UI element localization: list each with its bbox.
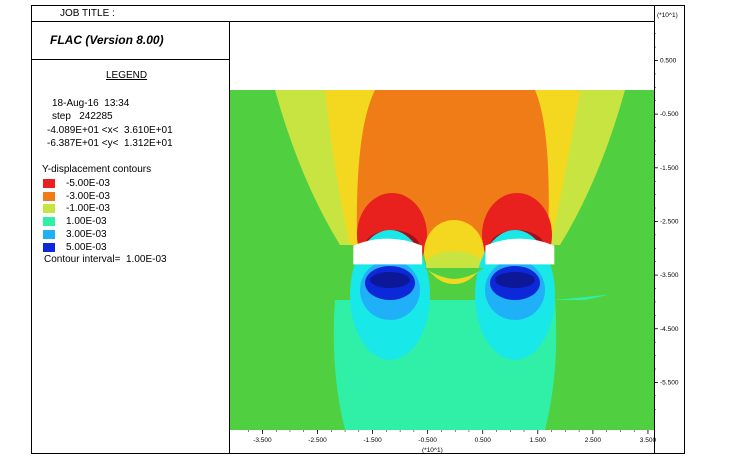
contour-zone-lower-left-green: [230, 268, 345, 430]
legend-label: -1.00E-03: [66, 203, 110, 215]
tunnel-opening-2: [485, 238, 555, 265]
x-tick-label: 1.500: [530, 437, 547, 444]
legend-label: 1.00E-03: [66, 216, 107, 228]
contour-zone-lower-right-green: [545, 268, 654, 430]
tunnel-openings: [353, 238, 555, 265]
contour-zone-left-deepblue: [370, 272, 410, 288]
y-axis: 0.500 -0.500 -1.500 -2.500 -3.500 -4.500 -5.50…: [654, 33, 679, 410]
contour-zone-right-deepblue: [495, 272, 535, 288]
x-tick-label: 3.500: [640, 437, 657, 444]
legend-x-range: -4.089E+01 <x< 3.610E+01: [47, 125, 173, 136]
y-tick-label: -2.500: [660, 218, 679, 225]
legend-label: 3.00E-03: [66, 228, 107, 240]
x-tick-label: 0.500: [475, 437, 492, 444]
legend-date-time: 18-Aug-16 13:34: [52, 98, 130, 109]
legend-contour-interval: Contour interval= 1.00E-03: [44, 254, 167, 265]
y-tick-label: -5.500: [660, 379, 679, 386]
legend-label: -3.00E-03: [66, 190, 110, 202]
plot-frame: [31, 5, 685, 454]
legend-swatch: [43, 229, 55, 239]
x-tick-label: -2.500: [308, 437, 327, 444]
legend-y-range: -6.387E+01 <y< 1.312E+01: [47, 138, 173, 149]
legend-swatch: [43, 179, 55, 188]
y-tick-label: -1.500: [660, 165, 679, 172]
y-tick-label: 0.500: [660, 57, 677, 64]
x-tick-label: 2.500: [585, 437, 602, 444]
program-box: [31, 22, 230, 60]
job-title-bar: [31, 5, 654, 22]
y-scale-note: (*10^1): [657, 12, 678, 19]
legend-panel: [31, 22, 230, 454]
job-title: JOB TITLE :: [60, 8, 115, 19]
y-tick-label: -4.500: [660, 326, 679, 333]
program-name: FLAC (Version 8.00): [50, 33, 164, 47]
right-scale-panel: [654, 5, 685, 454]
contour-fill-group: [230, 90, 654, 430]
y-tick-label: -3.500: [660, 272, 679, 279]
y-tick-label: -0.500: [660, 111, 679, 118]
contour-zone-pillar-bottom: [424, 268, 484, 279]
legend-contour-heading: Y-displacement contours: [42, 164, 152, 175]
x-tick-label: -0.500: [418, 437, 437, 444]
x-tick-label: -3.500: [253, 437, 272, 444]
legend-swatch: [43, 217, 55, 227]
legend-swatch: [43, 191, 55, 201]
legend-label: -5.00E-03: [66, 178, 110, 189]
x-scale-note: (*10^1): [422, 447, 443, 454]
legend-label: 5.00E-03: [66, 241, 107, 253]
legend-swatch: [43, 204, 55, 214]
legend-title: LEGEND: [106, 70, 148, 81]
x-tick-label: -1.500: [363, 437, 382, 444]
legend-step: step 242285: [52, 111, 113, 122]
legend-swatch: [43, 242, 55, 252]
x-axis: -3.500 -2.500 -1.500 -0.500 0.500 1.500 2.500 3…: [248, 430, 657, 444]
tunnel-opening-1: [353, 238, 423, 265]
